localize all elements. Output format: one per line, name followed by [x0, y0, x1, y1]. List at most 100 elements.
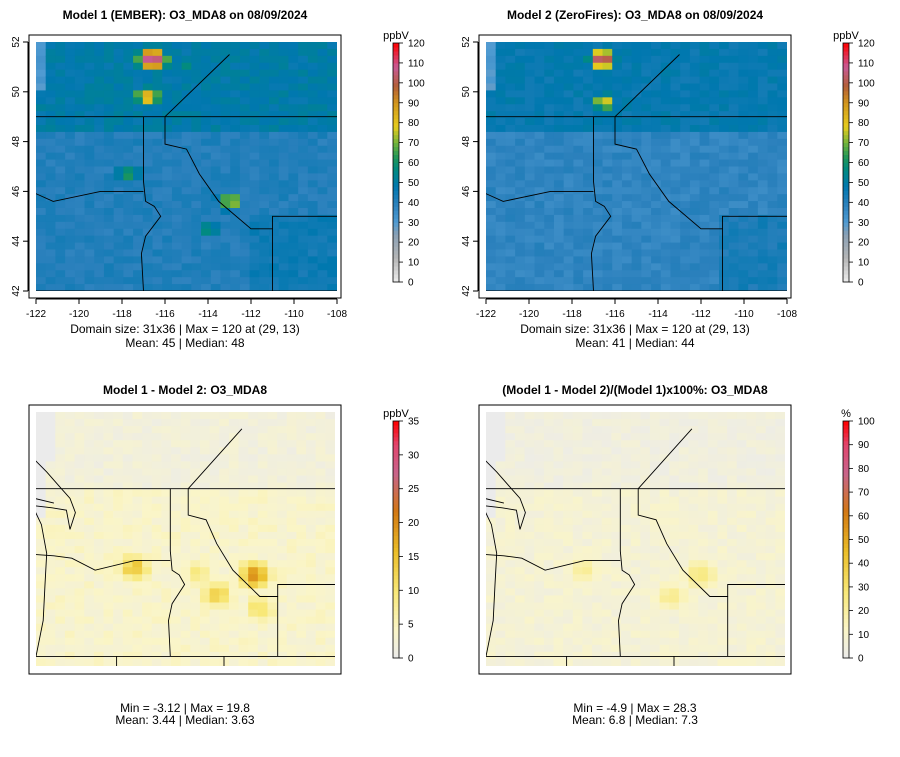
heatmap-cell: [74, 166, 86, 175]
heatmap-cell: [641, 111, 652, 119]
heatmap-cell: [630, 609, 641, 618]
heatmap-cell: [592, 159, 604, 168]
heatmap-cell: [553, 125, 565, 133]
heatmap-cell: [113, 138, 124, 147]
heatmap-cell: [84, 284, 95, 291]
heatmap-cell: [315, 602, 326, 611]
heatmap-cell: [486, 62, 497, 71]
heatmap-cell: [689, 214, 701, 223]
heatmap-cell: [249, 42, 260, 50]
heatmap-cell: [495, 42, 507, 50]
heatmap-cell: [651, 235, 662, 244]
heatmap-cell: [553, 637, 564, 646]
heatmap-cell: [719, 263, 730, 271]
heatmap-cell: [180, 546, 191, 554]
heatmap-cell: [84, 468, 95, 477]
heatmap-cell: [495, 553, 506, 561]
heatmap-cell: [151, 644, 162, 653]
heatmap-cell: [621, 440, 632, 448]
heatmap-cell: [64, 440, 76, 448]
heatmap-cell: [93, 616, 105, 625]
heatmap-cell: [317, 138, 328, 147]
heatmap-cell: [296, 412, 307, 420]
heatmap-cell: [113, 553, 124, 561]
heatmap-cell: [572, 426, 584, 434]
heatmap-cell: [514, 440, 526, 448]
heatmap-cell: [612, 125, 623, 133]
heatmap-cell: [641, 214, 652, 223]
heatmap-cell: [288, 187, 299, 195]
heatmap-cell: [572, 623, 584, 632]
heatmap-cell: [219, 447, 230, 455]
colorbar-swatch: [843, 90, 849, 96]
heatmap-cell: [582, 616, 593, 625]
heatmap-cell: [228, 546, 240, 554]
heatmap-cell: [64, 553, 76, 561]
heatmap-cell: [486, 131, 497, 140]
heatmap-cell: [113, 510, 124, 519]
heatmap-cell: [592, 208, 604, 216]
heatmap-cell: [728, 159, 740, 168]
heatmap-cell: [249, 125, 260, 133]
heatmap-cell: [534, 651, 545, 660]
heatmap-cell: [719, 235, 730, 244]
heatmap-cell: [36, 482, 47, 491]
heatmap-cell: [94, 173, 105, 181]
heatmap-cell: [269, 97, 280, 105]
x-axis: [35, 298, 338, 304]
heatmap-cell: [162, 277, 173, 285]
heatmap-cell: [746, 553, 757, 561]
heatmap-cell: [55, 131, 66, 140]
heatmap-cell: [699, 221, 710, 230]
heatmap-cell: [286, 482, 298, 491]
heatmap-cell: [611, 482, 622, 491]
heatmap-cell: [269, 111, 280, 119]
heatmap-cell: [583, 159, 594, 168]
heatmap-cell: [678, 539, 690, 547]
heatmap-cell: [84, 426, 95, 434]
heatmap-cell: [756, 531, 767, 540]
colorbar-swatch: [843, 622, 849, 627]
heatmap-cell: [699, 214, 710, 223]
heatmap-cell: [84, 152, 95, 161]
heatmap-cell: [495, 447, 506, 455]
heatmap-cell: [602, 69, 613, 78]
heatmap-cell: [486, 595, 497, 604]
heatmap-cell: [209, 496, 220, 505]
heatmap-cell: [199, 412, 211, 420]
x-tick-label: -110: [284, 309, 304, 320]
heatmap-cell: [727, 560, 738, 568]
heatmap-cell: [630, 602, 641, 611]
heatmap-cell: [325, 426, 335, 434]
heatmap-cell: [123, 263, 134, 271]
border-line: [637, 488, 785, 597]
heatmap-cell: [55, 228, 66, 237]
heatmap-cell: [181, 152, 192, 161]
heatmap-cell: [727, 616, 738, 625]
heatmap-cell: [757, 284, 769, 291]
heatmap-cell: [553, 567, 564, 575]
heatmap-cell: [543, 433, 555, 441]
heatmap-cell: [728, 228, 740, 237]
heatmap-cell: [327, 90, 337, 98]
heatmap-cell: [199, 454, 211, 462]
heatmap-cell: [495, 609, 506, 618]
heatmap-cell: [514, 531, 526, 540]
heatmap-cell: [486, 468, 497, 477]
heatmap-cell: [65, 111, 76, 119]
heatmap-cell: [113, 574, 124, 582]
heatmap-cell: [151, 595, 162, 604]
heatmap-cell: [583, 166, 594, 175]
heatmap-cell: [602, 152, 613, 161]
heatmap-cell: [45, 454, 56, 462]
heatmap-cell: [267, 524, 278, 533]
heatmap-cell: [767, 48, 778, 57]
heatmap-cell: [641, 76, 652, 85]
heatmap-cell: [296, 440, 307, 448]
heatmap-cell: [611, 567, 622, 575]
heatmap-cell: [286, 419, 298, 427]
heatmap-cell: [239, 152, 251, 161]
heatmap-cell: [277, 447, 288, 455]
colorbar-swatch: [843, 178, 849, 183]
